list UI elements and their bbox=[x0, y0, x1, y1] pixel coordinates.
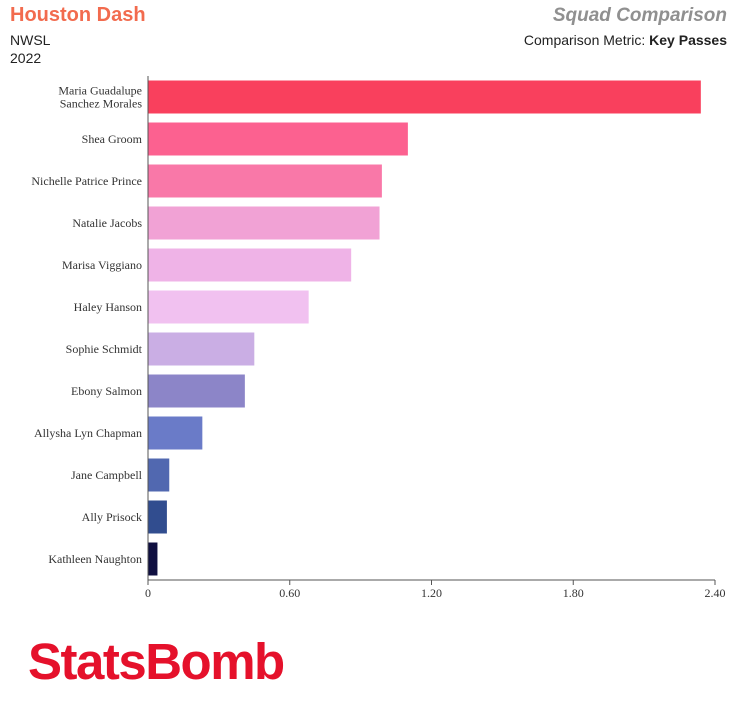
bar bbox=[148, 290, 309, 324]
category-label: Kathleen Naughton bbox=[48, 552, 142, 566]
league-name: NWSL bbox=[10, 32, 51, 48]
bar bbox=[148, 80, 701, 114]
statsbomb-logo: StatsBomb bbox=[28, 633, 285, 690]
bar bbox=[148, 500, 167, 534]
category-label: Natalie Jacobs bbox=[72, 216, 142, 230]
report-title: Squad Comparison bbox=[552, 5, 727, 26]
bar bbox=[148, 458, 170, 492]
x-tick-label: 0 bbox=[145, 586, 151, 600]
bar bbox=[148, 206, 380, 240]
bar bbox=[148, 164, 382, 198]
bar bbox=[148, 542, 158, 576]
category-label: Jane Campbell bbox=[71, 468, 143, 482]
bar bbox=[148, 332, 255, 366]
category-label: Nichelle Patrice Prince bbox=[31, 174, 142, 188]
team-name: Houston Dash bbox=[10, 4, 146, 26]
x-tick-label: 1.80 bbox=[563, 586, 584, 600]
bar bbox=[148, 122, 408, 156]
metric-label: Comparison Metric: bbox=[523, 32, 646, 48]
bar-chart: Maria Guadalupe Sanchez Morales Shea Groom… bbox=[31, 76, 726, 600]
bar bbox=[148, 374, 245, 408]
x-tick-label: 0.60 bbox=[279, 586, 300, 600]
category-label: Allysha Lyn Chapman bbox=[34, 426, 142, 440]
category-label: Maria Guadalupe Sanchez Morales bbox=[58, 84, 142, 111]
season-label: 2022 bbox=[10, 50, 42, 66]
x-tick-label: 2.40 bbox=[705, 586, 726, 600]
comparison-metric: Comparison Metric: Key Passes bbox=[524, 32, 727, 48]
metric-value: Key Passes bbox=[649, 32, 727, 48]
category-label: Ally Prisock bbox=[82, 510, 142, 524]
bar bbox=[148, 248, 352, 282]
category-label: Ebony Salmon bbox=[71, 384, 142, 398]
x-tick-label: 1.20 bbox=[421, 586, 442, 600]
bar bbox=[148, 416, 203, 450]
category-label: Marisa Viggiano bbox=[62, 258, 142, 272]
category-label: Sophie Schmidt bbox=[66, 342, 143, 356]
category-label: Shea Groom bbox=[82, 132, 143, 146]
category-label: Haley Hanson bbox=[74, 300, 142, 314]
